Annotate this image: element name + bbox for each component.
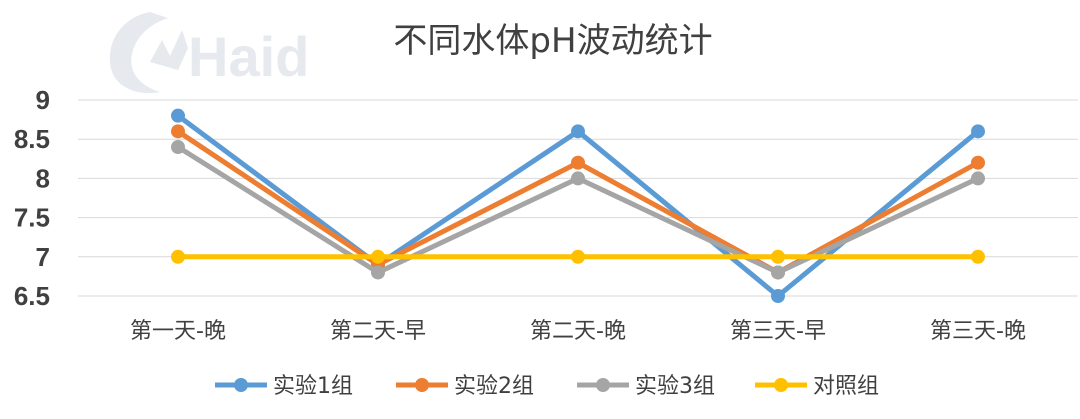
- series-line: [176, 113, 980, 299]
- watermark-leaf-icon: [150, 30, 188, 70]
- y-axis-ticks: 9 8.5 8 7.5 7 6.5: [14, 85, 50, 311]
- data-point: [371, 265, 385, 280]
- data-point: [971, 171, 985, 186]
- y-tick-label: 8: [36, 163, 50, 193]
- legend-item: 对照组: [755, 374, 879, 399]
- data-point: [971, 249, 985, 264]
- data-point: [571, 249, 585, 264]
- data-point: [171, 249, 185, 264]
- x-axis-ticks: 第一天-晚 第二天-早 第二天-晚 第三天-早 第三天-晚: [130, 319, 1026, 344]
- data-point: [371, 249, 385, 264]
- legend-marker: [596, 378, 610, 392]
- legend-marker: [774, 378, 788, 392]
- legend-item: 实验3组: [577, 374, 715, 399]
- legend-label: 实验3组: [635, 374, 715, 399]
- legend-item: 实验1组: [215, 374, 353, 399]
- data-point: [771, 249, 785, 264]
- x-tick-label: 第三天-晚: [930, 319, 1026, 344]
- y-tick-label: 7: [36, 242, 50, 272]
- y-tick-label: 8.5: [14, 124, 50, 154]
- watermark-text: Haid: [188, 25, 309, 88]
- series-4: [171, 249, 985, 264]
- x-tick-label: 第一天-晚: [130, 319, 226, 344]
- data-point: [771, 265, 785, 280]
- chart-title: 不同水体pH波动统计: [393, 21, 712, 61]
- data-point: [571, 171, 585, 186]
- data-point: [171, 140, 185, 155]
- data-point: [771, 289, 785, 303]
- legend-label: 实验2组: [454, 374, 534, 399]
- legend: 实验1组 实验2组 实验3组 对照组: [215, 374, 879, 399]
- data-point: [971, 155, 985, 170]
- data-point: [571, 155, 585, 170]
- x-tick-label: 第二天-早: [330, 319, 426, 344]
- x-tick-label: 第三天-早: [730, 319, 826, 344]
- legend-marker: [234, 378, 248, 392]
- legend-marker: [415, 378, 429, 392]
- series-3: [171, 140, 985, 280]
- data-point: [171, 124, 185, 139]
- data-point: [171, 108, 185, 123]
- legend-item: 实验2组: [396, 374, 534, 399]
- y-tick-label: 9: [36, 85, 50, 115]
- data-point: [971, 124, 985, 139]
- watermark-swirl-icon: [109, 12, 168, 94]
- y-tick-label: 7.5: [14, 203, 50, 233]
- legend-label: 对照组: [813, 374, 879, 399]
- watermark-logo: Haid: [109, 12, 309, 94]
- series-layer: [171, 108, 985, 303]
- x-tick-label: 第二天-晚: [530, 319, 626, 344]
- data-point: [571, 124, 585, 139]
- y-tick-label: 6.5: [14, 281, 50, 311]
- legend-label: 实验1组: [273, 374, 353, 399]
